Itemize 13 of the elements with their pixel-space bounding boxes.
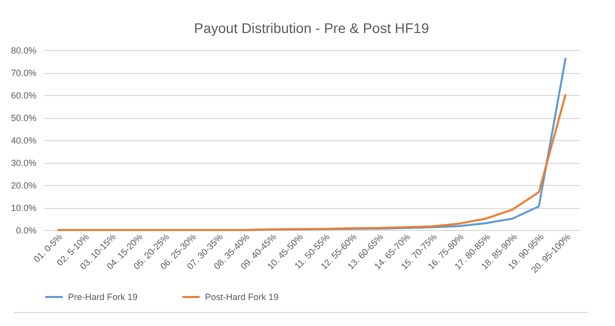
y-tick-label: 10.0% bbox=[10, 203, 36, 213]
legend-label: Pre-Hard Fork 19 bbox=[68, 292, 138, 302]
y-tick-label: 60.0% bbox=[10, 90, 36, 100]
y-tick-label: 0.0% bbox=[16, 226, 36, 236]
y-tick-label: 30.0% bbox=[10, 158, 36, 168]
y-tick-label: 80.0% bbox=[10, 46, 36, 56]
y-tick-label: 50.0% bbox=[10, 113, 36, 123]
line-series bbox=[56, 93, 567, 231]
y-tick-label: 40.0% bbox=[10, 136, 36, 146]
y-tick-label: 20.0% bbox=[10, 180, 36, 190]
chart-title: Payout Distribution - Pre & Post HF19 bbox=[194, 20, 430, 36]
legend-label: Post-Hard Fork 19 bbox=[205, 292, 279, 302]
y-tick-label: 70.0% bbox=[10, 68, 36, 78]
